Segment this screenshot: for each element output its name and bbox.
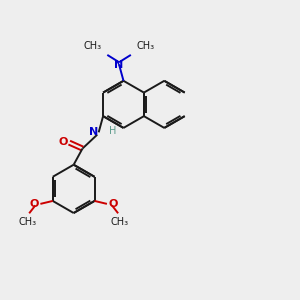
Text: O: O: [109, 199, 118, 209]
Text: CH₃: CH₃: [19, 217, 37, 227]
Text: O: O: [29, 199, 39, 209]
Text: N: N: [115, 60, 124, 70]
Text: N: N: [89, 127, 99, 137]
Text: H: H: [109, 126, 116, 136]
Text: O: O: [58, 137, 68, 147]
Text: CH₃: CH₃: [137, 41, 155, 51]
Text: CH₃: CH₃: [110, 217, 128, 227]
Text: CH₃: CH₃: [83, 41, 101, 51]
